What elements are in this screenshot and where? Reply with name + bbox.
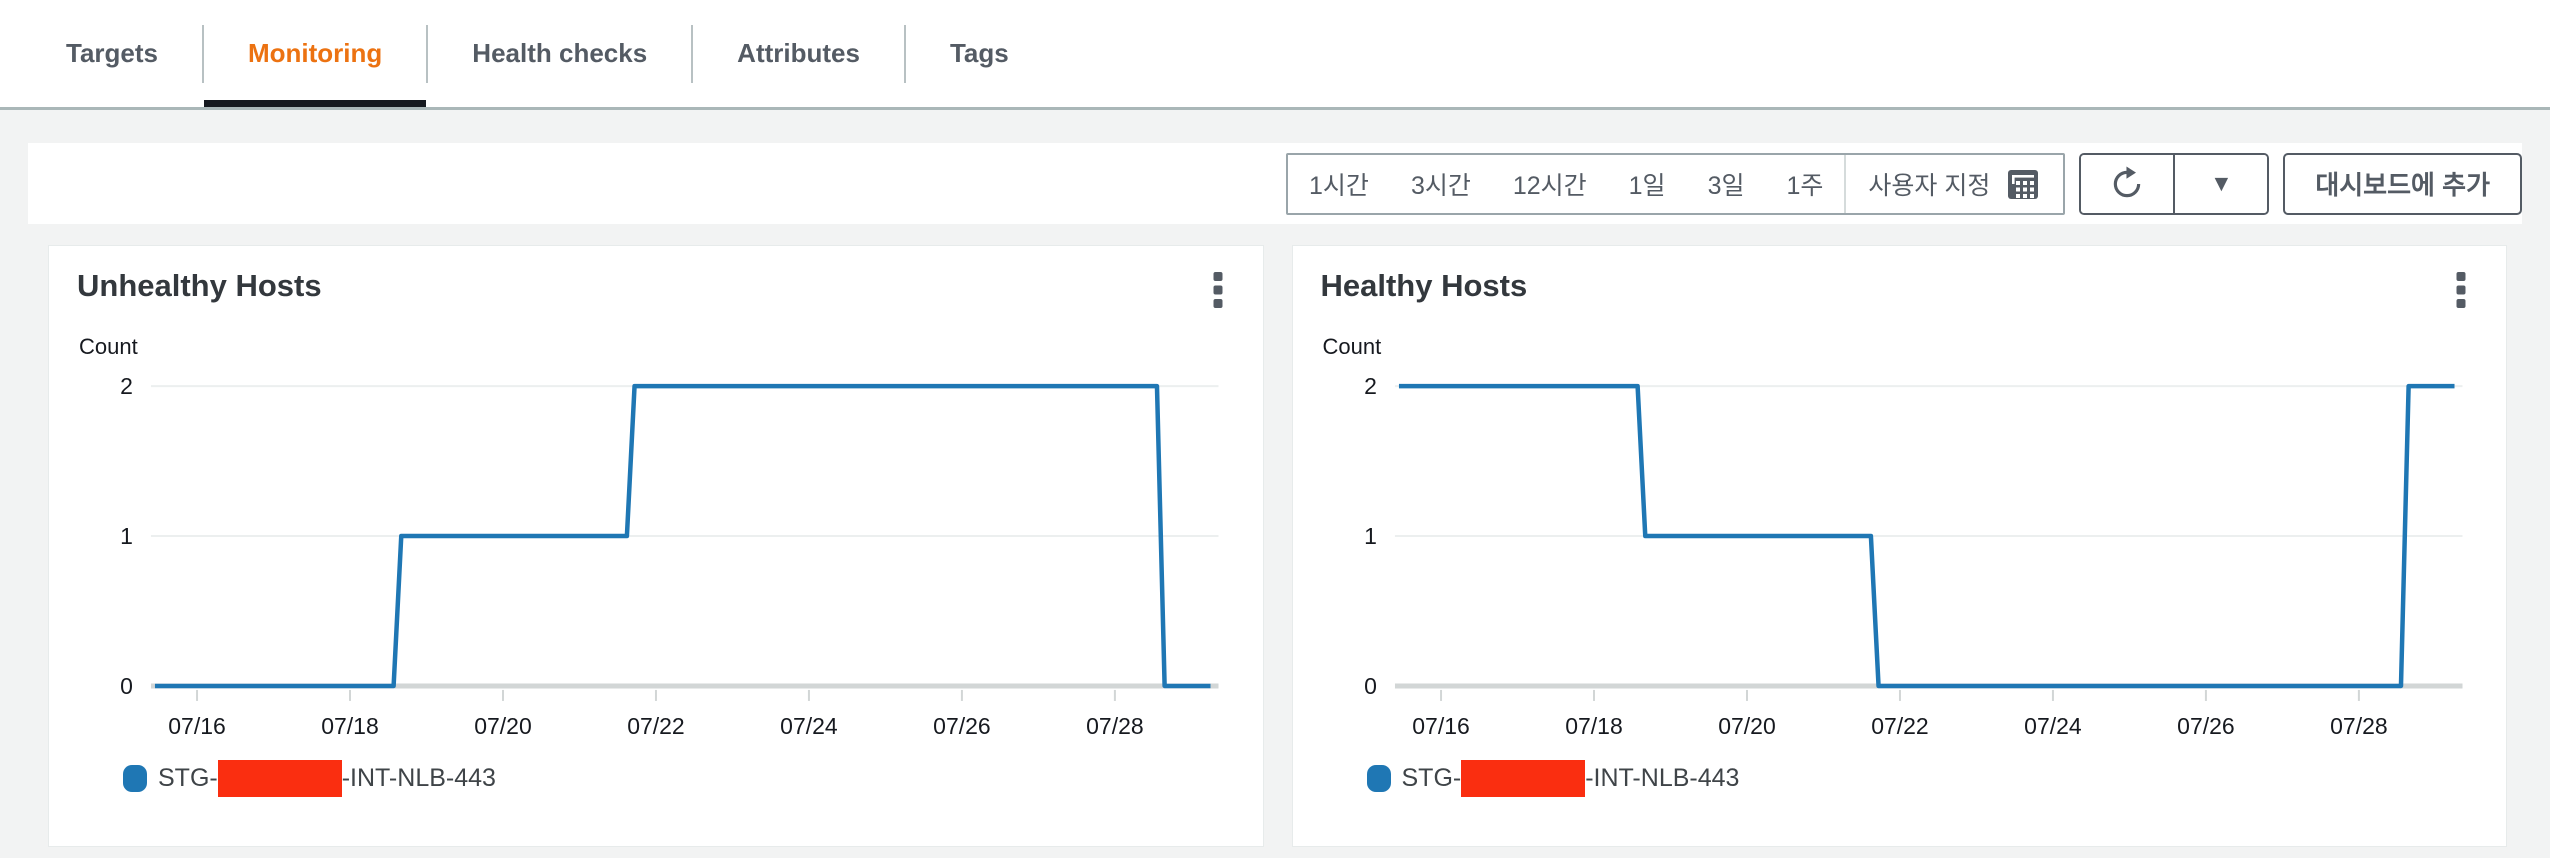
svg-text:1: 1 (1364, 523, 1377, 549)
svg-text:07/22: 07/22 (1871, 713, 1929, 739)
svg-text:0: 0 (1364, 673, 1377, 699)
legend-item[interactable]: STG- -INT-NLB-443 (123, 760, 1237, 797)
y-axis-title: Count (1322, 334, 1382, 359)
legend-text-prefix: STG- (158, 764, 218, 792)
tab-label: Health checks (472, 38, 648, 68)
svg-text:07/28: 07/28 (1086, 713, 1144, 739)
add-to-dashboard-button[interactable]: 대시보드에 추가 (2283, 152, 2522, 215)
chart-title: Unhealthy Hosts (77, 268, 322, 303)
custom-range-button[interactable]: 사용자 지정 (1844, 154, 2063, 213)
chart-title: Healthy Hosts (1320, 268, 1528, 303)
svg-text:07/16: 07/16 (1412, 713, 1470, 739)
svg-text:07/28: 07/28 (2330, 713, 2388, 739)
refresh-button[interactable] (2081, 154, 2174, 213)
svg-text:07/18: 07/18 (1565, 713, 1623, 739)
legend-text-suffix: -INT-NLB-443 (341, 764, 496, 792)
tab-divider (426, 24, 429, 83)
svg-text:07/18: 07/18 (321, 713, 379, 739)
tab-label: Targets (66, 38, 158, 68)
tab-divider (903, 24, 906, 83)
widget-menu-button[interactable] (2444, 268, 2478, 312)
svg-text:0: 0 (120, 673, 133, 699)
chart-cards-row: Unhealthy Hosts Count 0 1 2 07/16 07/18 07/20… (48, 245, 2507, 847)
refresh-options-dropdown[interactable]: ▼ (2173, 154, 2268, 213)
svg-text:1: 1 (120, 523, 133, 549)
calendar-icon (2005, 166, 2041, 202)
y-axis-title: Count (79, 334, 138, 359)
tab-tags[interactable]: Tags (906, 0, 1053, 107)
legend-text-prefix: STG- (1401, 764, 1462, 792)
svg-text:2: 2 (120, 373, 133, 399)
tab-label: Attributes (737, 38, 860, 68)
custom-range-label: 사용자 지정 (1868, 171, 1991, 200)
svg-text:07/26: 07/26 (933, 713, 991, 739)
legend-series-label: STG- -INT-NLB-443 (158, 760, 496, 797)
svg-text:07/24: 07/24 (2024, 713, 2082, 739)
tab-attributes[interactable]: Attributes (693, 0, 904, 107)
widget-menu-button[interactable] (1201, 268, 1235, 312)
svg-text:2: 2 (1364, 373, 1377, 399)
tab-monitoring[interactable]: Monitoring (204, 0, 427, 107)
tab-divider (202, 24, 204, 83)
legend-text-suffix: -INT-NLB-443 (1585, 764, 1740, 792)
tab-bar: Targets Monitoring Health checks Attribu… (0, 0, 2550, 110)
svg-text:07/20: 07/20 (474, 713, 532, 739)
time-range-3h-button[interactable]: 3시간 (1410, 171, 1471, 200)
tab-label: Tags (949, 38, 1009, 68)
unhealthy-hosts-widget: Unhealthy Hosts Count 0 1 2 07/16 07/18 07/20… (48, 245, 1264, 847)
refresh-split-button: ▼ (2079, 152, 2270, 215)
legend-item[interactable]: STG- -INT-NLB-443 (1366, 760, 2481, 797)
legend-series-label: STG- -INT-NLB-443 (1401, 760, 1740, 797)
time-range-1w-button[interactable]: 1주 (1786, 171, 1824, 200)
legend-series-marker (1366, 765, 1391, 792)
time-range-1h-button[interactable]: 1시간 (1309, 171, 1369, 200)
time-range-3d-button[interactable]: 3일 (1707, 171, 1745, 200)
redaction-block (217, 760, 342, 797)
chevron-down-icon: ▼ (2209, 170, 2233, 196)
legend-series-marker (123, 765, 147, 792)
vertical-ellipsis-icon (2456, 271, 2466, 309)
unhealthy-hosts-chart[interactable]: 0 1 2 07/16 07/18 07/20 07/22 07/24 07/26 07/28 (77, 372, 1237, 744)
tab-health-checks[interactable]: Health checks (428, 0, 691, 107)
time-range-12h-button[interactable]: 12시간 (1512, 171, 1587, 200)
time-range-group: 1시간 3시간 12시간 1일 3일 1주 사용자 지정 (1286, 152, 2066, 215)
svg-text:07/20: 07/20 (1718, 713, 1776, 739)
tab-label: Monitoring (248, 38, 383, 68)
svg-text:07/24: 07/24 (780, 713, 838, 739)
time-range-1d-button[interactable]: 1일 (1628, 171, 1666, 200)
healthy-hosts-chart[interactable]: 0 1 2 07/16 07/18 07/20 07/22 07/24 07/26 07/28 (1321, 372, 2481, 744)
svg-text:07/22: 07/22 (627, 713, 685, 739)
svg-text:07/26: 07/26 (2177, 713, 2235, 739)
vertical-ellipsis-icon (1213, 271, 1223, 309)
svg-text:07/16: 07/16 (168, 713, 226, 739)
healthy-hosts-widget: Healthy Hosts Count 0 1 2 07/16 07/18 07/20 07… (1291, 245, 2507, 847)
redaction-block (1461, 760, 1586, 797)
tab-divider (691, 24, 694, 83)
refresh-icon (2109, 166, 2145, 202)
tab-targets[interactable]: Targets (22, 0, 202, 107)
chart-toolbar: 1시간 3시간 12시간 1일 3일 1주 사용자 지정 (28, 143, 2522, 224)
